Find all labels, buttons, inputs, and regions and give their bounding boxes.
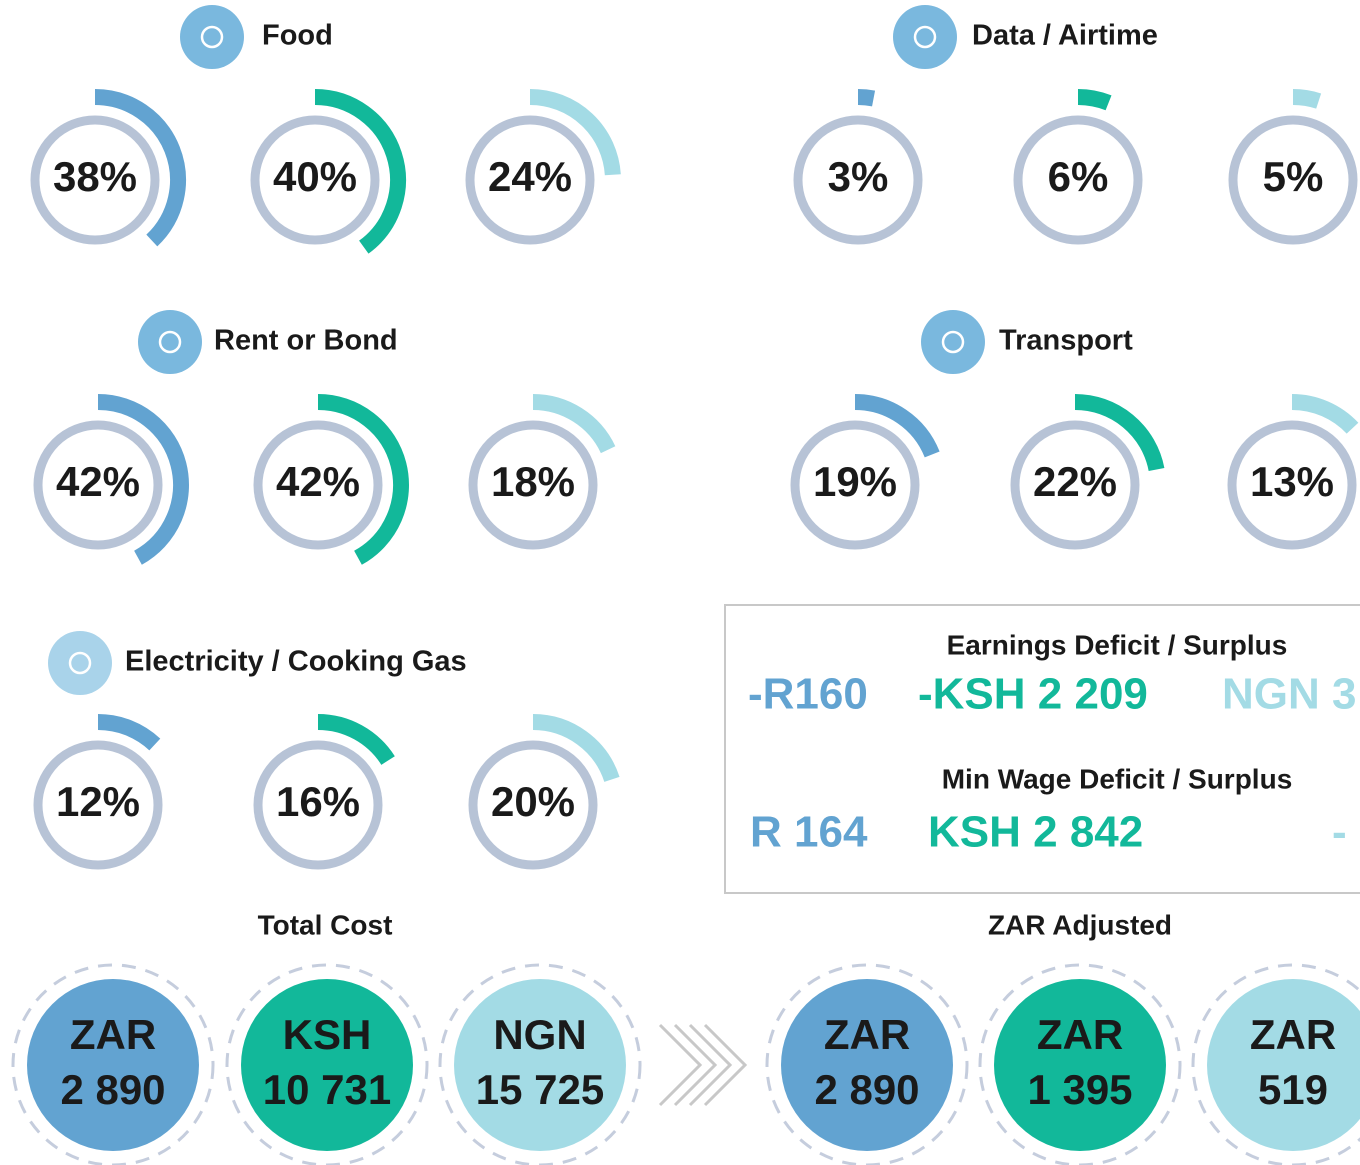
gauge-label: 3%: [828, 153, 889, 200]
gauge-ring: [1228, 115, 1358, 245]
gauge-ring: [33, 420, 163, 550]
gauge-label: 42%: [56, 458, 140, 505]
gauge-label: 24%: [488, 153, 572, 200]
total-currency: ZAR: [1037, 1011, 1123, 1058]
gauge-label: 19%: [813, 458, 897, 505]
total-dash-ring: [978, 963, 1182, 1165]
gauge-label: 38%: [53, 153, 137, 200]
group-title: Data / Airtime: [972, 20, 1158, 52]
balance-value: KSH 2 842: [928, 808, 1143, 857]
gauge-label: 6%: [1048, 153, 1109, 200]
total-circle: [241, 979, 413, 1151]
gauge-label: 18%: [491, 458, 575, 505]
gauge-arc: [314, 89, 406, 254]
total-title: Total Cost: [258, 909, 393, 940]
total-title: ZAR Adjusted: [988, 909, 1172, 940]
balance-value: NGN 3: [1222, 670, 1356, 719]
gauge-ring: [30, 115, 160, 245]
total-currency: ZAR: [1250, 1011, 1336, 1058]
gauge-arc: [94, 89, 186, 247]
icon-badge: [893, 5, 957, 69]
gauge-ring: [790, 420, 920, 550]
gauge-arc: [1291, 394, 1359, 434]
gauge-arc: [532, 714, 620, 783]
gauge-ring: [253, 420, 383, 550]
total-circle: [1207, 979, 1360, 1151]
gauge-ring: [468, 420, 598, 550]
total-dash-ring: [765, 963, 969, 1165]
gauge-ring: [33, 740, 163, 870]
gauge-ring: [253, 740, 383, 870]
gauge-arc: [317, 394, 409, 565]
total-dash-ring: [225, 963, 429, 1165]
gauge-label: 42%: [276, 458, 360, 505]
balance-value: -KSH 2 209: [918, 670, 1148, 719]
gauge-ring: [250, 115, 380, 245]
gauge-arc: [97, 394, 189, 565]
group-title: Electricity / Cooking Gas: [125, 646, 467, 678]
total-circle: [27, 979, 199, 1151]
total-dash-ring: [1191, 963, 1360, 1165]
chevrons: [658, 1023, 748, 1107]
icon-badge: [138, 310, 202, 374]
gauge-label: 16%: [276, 778, 360, 825]
total-currency: ZAR: [824, 1011, 910, 1058]
total-dash-ring: [438, 963, 642, 1165]
gauge-ring: [1013, 115, 1143, 245]
total-amount: 15 725: [476, 1066, 604, 1113]
balance-value: -: [1332, 808, 1347, 857]
icon-glyph: [913, 25, 937, 49]
gauge-label: 22%: [1033, 458, 1117, 505]
total-amount: 1 395: [1027, 1066, 1132, 1113]
icon-badge: [180, 5, 244, 69]
group-title: Rent or Bond: [214, 325, 398, 357]
gauge-arc: [857, 89, 876, 107]
icon-glyph: [941, 330, 965, 354]
gauge-ring: [465, 115, 595, 245]
gauge-label: 12%: [56, 778, 140, 825]
balance-value: R 164: [750, 808, 868, 857]
gauge-label: 40%: [273, 153, 357, 200]
gauge-label: 13%: [1250, 458, 1334, 505]
gauge-arc: [854, 394, 940, 458]
total-amount: 519: [1258, 1066, 1328, 1113]
balance-value: -R160: [748, 670, 868, 719]
total-amount: 2 890: [60, 1066, 165, 1113]
total-dash-ring: [11, 963, 215, 1165]
icon-glyph: [158, 330, 182, 354]
gauge-arc: [532, 394, 616, 454]
gauge-arc: [529, 89, 621, 176]
gauge-arc: [1077, 89, 1112, 111]
gauge-ring: [1227, 420, 1357, 550]
total-currency: ZAR: [70, 1011, 156, 1058]
total-circle: [454, 979, 626, 1151]
balance-box: [724, 604, 1360, 894]
gauge-arc: [317, 714, 395, 766]
icon-badge: [921, 310, 985, 374]
gauge-ring: [793, 115, 923, 245]
group-title: Transport: [999, 325, 1133, 357]
gauge-ring: [1010, 420, 1140, 550]
icon-badge: [48, 631, 112, 695]
gauge-arc: [97, 714, 161, 751]
balance-title: Min Wage Deficit / Surplus: [942, 763, 1293, 794]
icon-glyph: [200, 25, 224, 49]
gauge-label: 20%: [491, 778, 575, 825]
icon-glyph: [68, 651, 92, 675]
gauge-arc: [1292, 89, 1322, 109]
gauge-arc: [1074, 394, 1165, 472]
total-circle: [994, 979, 1166, 1151]
gauge-label: 5%: [1263, 153, 1324, 200]
total-amount: 2 890: [814, 1066, 919, 1113]
total-amount: 10 731: [263, 1066, 391, 1113]
total-currency: NGN: [493, 1011, 586, 1058]
total-circle: [781, 979, 953, 1151]
group-title: Food: [262, 20, 333, 52]
balance-title: Earnings Deficit / Surplus: [947, 629, 1288, 660]
total-currency: KSH: [283, 1011, 372, 1058]
gauge-ring: [468, 740, 598, 870]
